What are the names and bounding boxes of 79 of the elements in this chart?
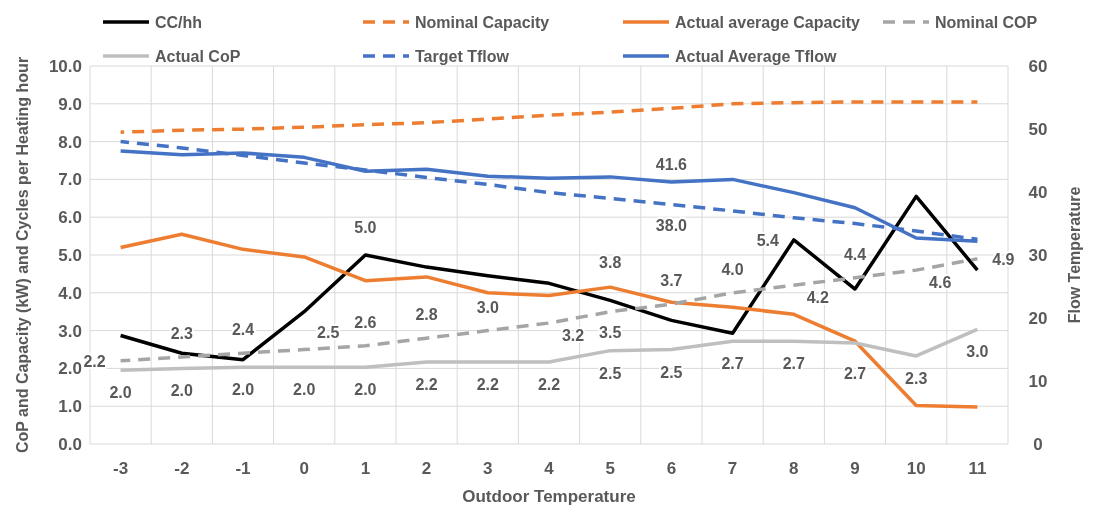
data-label: 2.5 bbox=[660, 363, 683, 381]
y-tick-label: 9.0 bbox=[58, 94, 82, 114]
data-label: 5.4 bbox=[756, 231, 780, 249]
data-label: 2.0 bbox=[354, 381, 377, 399]
y-tick-label: 3.0 bbox=[58, 321, 82, 341]
data-label: 2.0 bbox=[109, 384, 132, 402]
data-label: 2.0 bbox=[293, 381, 316, 399]
y-axis-title: CoP and Capacity (kW) and Cycles per Heating hour bbox=[14, 56, 31, 454]
data-label: 4.4 bbox=[843, 245, 867, 263]
data-label: 2.6 bbox=[354, 313, 377, 331]
x-tick-label: 3 bbox=[483, 459, 493, 478]
x-tick-label: 4 bbox=[544, 459, 555, 478]
legend-label: Actual Average Tflow bbox=[675, 47, 838, 65]
x-tick-label: -1 bbox=[235, 459, 251, 478]
data-label: 4.6 bbox=[929, 274, 952, 292]
x-axis-title: Outdoor Temperature bbox=[462, 487, 636, 506]
x-tick-label: 8 bbox=[789, 459, 799, 478]
data-label: 2.5 bbox=[317, 323, 340, 341]
x-tick-label: 10 bbox=[906, 459, 926, 478]
data-label: 2.5 bbox=[599, 364, 622, 382]
x-tick-label: 6 bbox=[666, 459, 677, 478]
data-label: 4.9 bbox=[992, 250, 1015, 268]
data-label: 2.3 bbox=[905, 369, 928, 387]
data-label: 4.0 bbox=[721, 260, 744, 278]
y2-tick-label: 0 bbox=[1033, 434, 1043, 454]
y-tick-label: 7.0 bbox=[58, 170, 82, 190]
data-label: 2.2 bbox=[476, 375, 500, 393]
data-label: 2.2 bbox=[83, 352, 106, 370]
y-tick-label: 0.0 bbox=[58, 434, 82, 454]
y-tick-label: 8.0 bbox=[58, 132, 82, 152]
x-tick-label: 1 bbox=[360, 459, 371, 478]
y-tick-label: 4.0 bbox=[58, 283, 82, 303]
data-label: 2.0 bbox=[231, 381, 255, 399]
y2-axis-title: Flow Temperature bbox=[1066, 186, 1083, 324]
x-tick-label: 5 bbox=[605, 459, 615, 478]
data-label: 2.0 bbox=[170, 382, 194, 400]
y-tick-label: 6.0 bbox=[58, 208, 82, 228]
y-tick-label: 2.0 bbox=[58, 359, 82, 379]
x-tick-label: -2 bbox=[174, 459, 190, 478]
legend-label: Nominal Capacity bbox=[415, 13, 550, 31]
data-label: 2.3 bbox=[170, 325, 194, 343]
y2-tick-label: 30 bbox=[1028, 245, 1048, 265]
data-label: 3.8 bbox=[599, 254, 622, 272]
legend-label: Actual CoP bbox=[155, 47, 241, 65]
data-label: 4.2 bbox=[806, 289, 830, 307]
x-tick-label: 7 bbox=[727, 459, 738, 478]
data-label: 2.4 bbox=[231, 321, 255, 339]
y2-tick-label: 40 bbox=[1028, 182, 1048, 202]
y2-tick-label: 20 bbox=[1028, 308, 1048, 328]
x-tick-label: 9 bbox=[850, 459, 860, 478]
x-tick-label: -3 bbox=[113, 459, 129, 478]
data-label: 5.0 bbox=[354, 219, 377, 236]
y2-tick-label: 50 bbox=[1028, 119, 1048, 139]
data-label: 3.0 bbox=[476, 298, 500, 316]
data-label: 3.0 bbox=[966, 343, 989, 361]
data-label: 3.7 bbox=[660, 272, 683, 290]
y2-tick-label: 10 bbox=[1028, 371, 1048, 391]
legend-label: Actual average Capacity bbox=[675, 13, 861, 31]
data-label: 2.7 bbox=[843, 365, 867, 383]
data-label: 2.7 bbox=[721, 355, 744, 373]
line-series bbox=[118, 100, 980, 134]
y-tick-label: 1.0 bbox=[58, 397, 82, 417]
x-tick-label: 2 bbox=[421, 459, 432, 478]
data-label: 2.7 bbox=[782, 355, 806, 373]
data-label: 2.2 bbox=[537, 375, 561, 393]
x-tick-label: 11 bbox=[968, 459, 987, 478]
x-tick-label: 0 bbox=[299, 459, 309, 478]
y2-tick-label: 60 bbox=[1028, 56, 1048, 76]
data-label: 41.6 bbox=[655, 155, 688, 173]
y-tick-label: 5.0 bbox=[58, 245, 82, 265]
data-label: 2.8 bbox=[415, 306, 438, 324]
data-label: 3.5 bbox=[599, 323, 622, 341]
data-label: 3.2 bbox=[561, 327, 585, 345]
legend-label: Target Tflow bbox=[415, 47, 510, 65]
legend-label: CC/hh bbox=[155, 13, 203, 31]
y-tick-label: 10.0 bbox=[48, 56, 82, 76]
data-label: 2.2 bbox=[415, 375, 438, 393]
data-label: 38.0 bbox=[655, 216, 688, 234]
legend-label: Nominal COP bbox=[935, 13, 1038, 31]
